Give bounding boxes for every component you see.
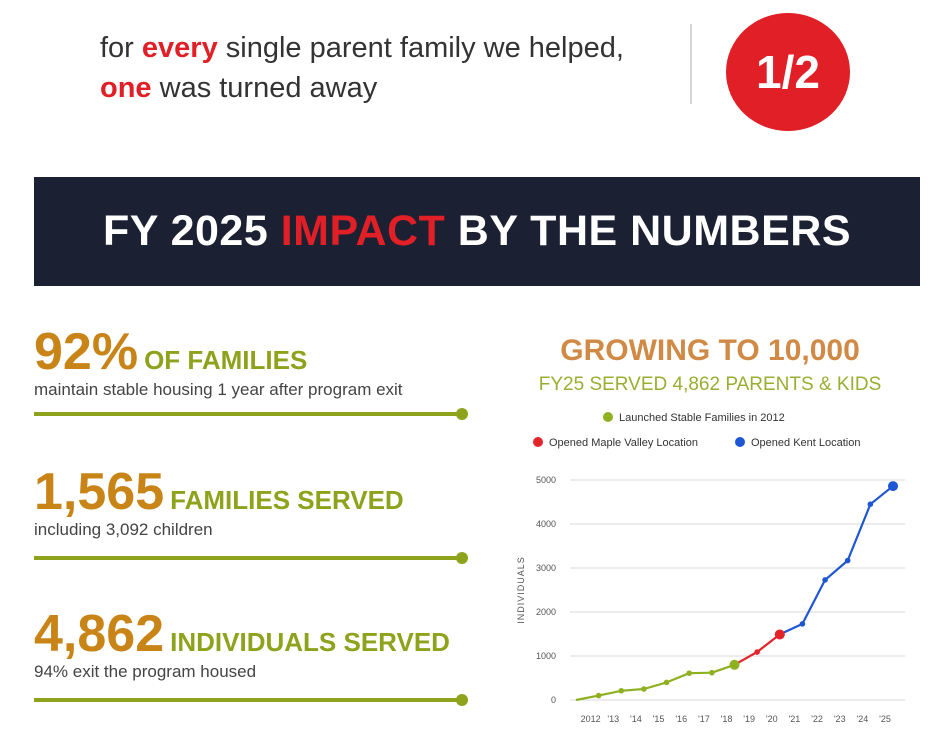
stat-block-families: 92% OF FAMILIES maintain stable housing 1… [34,322,474,420]
stat-label: FAMILIES SERVED [170,485,404,515]
data-point [618,687,625,694]
legend-marker [735,437,745,447]
chart-title: GROWING TO 10,000 [560,334,860,367]
y-tick-label: 5000 [536,475,556,485]
stat-head: 92% OF FAMILIES [34,322,474,382]
stat-block-families-served: 1,565 FAMILIES SERVED including 3,092 chi… [34,462,474,564]
milestone-marker [729,659,740,670]
stat-label: OF FAMILIES [144,345,308,375]
tagline-text: single parent family we helped, [217,32,624,64]
stat-label: INDIVIDUALS SERVED [170,627,450,657]
stat-underline [34,698,460,702]
data-point [663,679,670,686]
stat-subtext: maintain stable housing 1 year after pro… [34,380,403,399]
x-tick-label: '25 [879,714,891,724]
stat-head: 4,862 INDIVIDUALS SERVED [34,604,474,664]
stat-number: 1,565 [34,463,165,521]
x-tick-label: '16 [675,714,687,724]
data-point [641,686,647,692]
x-tick-label: '18 [721,714,733,724]
banner-title: FY 2025 IMPACT BY THE NUMBERS [103,207,851,256]
stat-subtext: including 3,092 children [34,520,213,539]
y-axis-label: INDIVIDUALS [516,556,526,624]
growth-chart: Launched Stable Families in 2012 Opened M… [516,412,905,724]
series-line-segment [575,663,735,702]
banner-title-post: BY THE NUMBERS [445,207,852,255]
x-tick-label: '17 [698,714,710,724]
y-tick-label: 0 [551,695,556,705]
stat-head: 1,565 FAMILIES SERVED [34,462,474,522]
banner-title-highlight: IMPACT [280,207,446,255]
stat-underline-dot [456,552,468,564]
y-tick-label: 4000 [536,519,556,529]
stat-number: 4,862 [34,605,165,663]
tagline-emphasis-one: one [100,72,152,104]
stat-number: 92% [34,323,139,381]
milestone-marker [774,629,785,640]
stat-underline [34,412,460,416]
legend-label: Launched Stable Families in 2012 [619,412,785,424]
y-tick-label: 3000 [536,563,556,573]
legend-label: Opened Kent Location [751,437,860,449]
x-tick-label: 2012 [581,714,601,724]
data-point [754,649,760,655]
data-point [709,669,715,676]
x-tick-label: '20 [766,714,778,724]
tagline-line-1: for every single parent family we helped… [100,28,624,68]
vertical-divider [690,24,692,104]
x-tick-label: '23 [834,714,846,724]
data-point [686,670,693,676]
legend-marker [603,412,613,422]
legend-label: Opened Maple Valley Location [549,437,698,449]
y-tick-label: 1000 [536,651,556,661]
tagline-text: was turned away [151,72,378,104]
series-line-segment [779,485,894,636]
tagline-line-2: one was turned away [100,68,624,108]
stat-subtext: 94% exit the program housed [34,662,257,681]
stat-underline-dot [456,408,468,420]
x-tick-label: '14 [630,714,642,724]
tagline: for every single parent family we helped… [100,28,624,108]
x-tick-label: '13 [607,714,619,724]
data-point [595,692,602,699]
stat-underline-dot [456,694,468,706]
data-point [844,557,851,564]
x-tick-label: '22 [811,714,823,724]
stat-block-individuals-served: 4,862 INDIVIDUALS SERVED 94% exit the pro… [34,604,474,706]
ratio-badge: 1/2 [726,13,850,131]
x-tick-label: '21 [789,714,801,724]
tagline-text: for [100,32,142,64]
data-point [799,621,806,627]
data-point [822,577,828,583]
x-tick-label: '24 [856,714,868,724]
x-tick-label: '19 [743,714,755,724]
data-point [867,501,874,507]
banner-title-pre: FY 2025 [102,207,281,255]
banner: FY 2025 IMPACT BY THE NUMBERS [34,177,920,286]
chart-subtitle: FY25 SERVED 4,862 PARENTS & KIDS [538,374,882,395]
tagline-emphasis-every: every [141,32,218,64]
y-tick-label: 2000 [536,607,556,617]
legend-marker [533,437,543,447]
milestone-marker [888,481,898,492]
stat-underline [34,556,460,560]
x-tick-label: '15 [653,714,665,724]
